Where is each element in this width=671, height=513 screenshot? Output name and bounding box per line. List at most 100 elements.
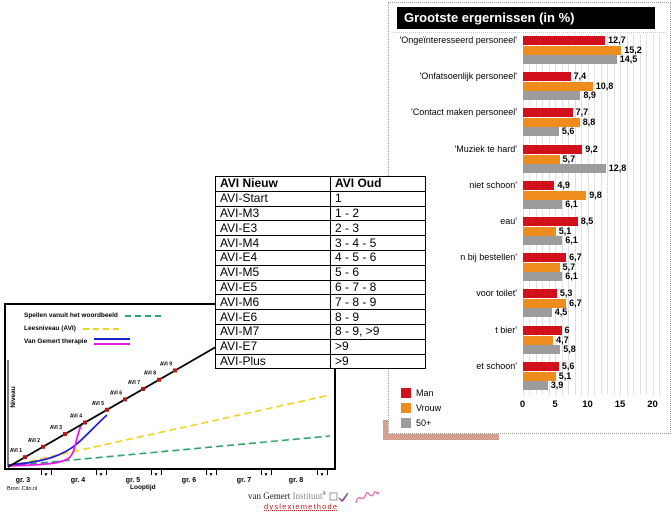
gridline bbox=[652, 34, 654, 395]
bar-50plus bbox=[522, 127, 559, 136]
table-cell: AVI-E7 bbox=[215, 338, 331, 355]
bar-value-label: 8,9 bbox=[583, 90, 596, 100]
table-cell: AVI-Plus bbox=[215, 353, 331, 370]
bar-value-label: 5,1 bbox=[558, 370, 572, 381]
legend-label: Man bbox=[416, 388, 434, 398]
table-header: AVI Nieuw AVI Oud bbox=[215, 176, 426, 192]
table-cell: AVI-M5 bbox=[215, 264, 331, 281]
x-axis-tick-label: 5 bbox=[552, 399, 558, 410]
bar-50plus bbox=[522, 345, 561, 354]
bar-man bbox=[522, 108, 573, 117]
bar-man bbox=[522, 289, 557, 298]
avi-marker-label: AVI 5 bbox=[92, 401, 104, 407]
avi-marker-label: AVI 8 bbox=[144, 371, 156, 377]
x-tick-label: gr. 3 bbox=[15, 477, 31, 484]
x-tick-label: gr. 5 bbox=[125, 477, 141, 484]
table-cell: 7 - 8 - 9 bbox=[330, 294, 426, 311]
axis-arrow-icon: ▼ bbox=[153, 472, 159, 478]
registered-mark: ® bbox=[322, 492, 327, 497]
table-row: AVI-E7 >9 bbox=[215, 338, 426, 355]
axis-arrow-icon: ▼ bbox=[319, 472, 325, 478]
legend-swatch bbox=[94, 338, 131, 345]
axis-tick bbox=[161, 470, 162, 475]
bar-value-label: 14,5 bbox=[619, 54, 638, 64]
avi-marker bbox=[23, 455, 27, 460]
axis-tick bbox=[261, 470, 262, 475]
axis-tick bbox=[41, 470, 42, 475]
bar-man bbox=[522, 36, 606, 45]
bar-value-label: 5,6 bbox=[561, 361, 575, 371]
table-cell: AVI-E4 bbox=[215, 249, 331, 266]
bar-man bbox=[522, 326, 562, 335]
gridline bbox=[568, 34, 569, 395]
avi-marker bbox=[105, 407, 109, 412]
legend-item: Leesniveau (AVI) bbox=[24, 325, 161, 332]
axis-tick bbox=[51, 470, 52, 475]
table-cell: 1 - 2 bbox=[330, 205, 426, 222]
gridline bbox=[626, 34, 628, 395]
bar-value-label: 5,7 bbox=[562, 153, 576, 164]
table-cell: 3 - 4 - 5 bbox=[330, 235, 426, 251]
gridline bbox=[620, 34, 621, 395]
avi-marker bbox=[173, 368, 177, 373]
x-axis-label: Looptijd bbox=[130, 484, 156, 491]
table-row: AVI-E3 2 - 3 bbox=[215, 220, 426, 237]
avi-marker-label: AVI 3 bbox=[50, 425, 62, 431]
x-tick-label: gr. 4 bbox=[70, 477, 86, 484]
table-cell: 8 - 9, >9 bbox=[330, 323, 426, 340]
table-cell: 1 bbox=[330, 190, 426, 207]
gridline bbox=[587, 34, 589, 395]
bar-value-label: 5,3 bbox=[559, 288, 573, 298]
bar-value-label: 6,1 bbox=[565, 199, 578, 209]
x-axis-tick-label: 15 bbox=[614, 399, 626, 410]
legend-label: Van Gemert therapie bbox=[24, 338, 88, 345]
table-cell: >9 bbox=[330, 353, 426, 370]
axis-tick bbox=[106, 470, 107, 475]
legend-label: Vrouw bbox=[416, 403, 442, 413]
table-cell: AVI-M4 bbox=[215, 235, 331, 251]
bar-vrouw bbox=[522, 117, 580, 127]
bar-value-label: 3,9 bbox=[550, 380, 564, 390]
bar-chart-title: Grootste ergernissen (in %) bbox=[397, 7, 655, 29]
category-label: et schoon' bbox=[476, 361, 517, 371]
bar-value-label: 4,9 bbox=[557, 180, 570, 190]
line-chart-x-axis: gr. 3 gr. 4 gr. 5 gr. 6 gr. 7 gr. 8 ▼ ▼ ▼ ▼ ▼ ▼ bbox=[4, 470, 344, 492]
bar-vrouw bbox=[522, 190, 587, 200]
bar-50plus bbox=[522, 308, 552, 317]
avi-marker bbox=[123, 397, 127, 402]
gridline bbox=[574, 34, 576, 395]
bar-50plus bbox=[522, 91, 581, 100]
legend-swatch bbox=[401, 388, 411, 398]
bar-man bbox=[522, 181, 555, 190]
table-row: AVI-E4 4 - 5 - 6 bbox=[215, 249, 426, 266]
avi-marker-label: AVI 7 bbox=[128, 380, 140, 386]
gridline bbox=[548, 34, 550, 395]
bar-man bbox=[522, 72, 571, 81]
gridline bbox=[639, 34, 641, 395]
x-tick-label: gr. 6 bbox=[181, 477, 197, 484]
bar-50plus bbox=[522, 236, 563, 245]
table-row: AVI-Plus >9 bbox=[215, 353, 426, 370]
table-cell: AVI-M3 bbox=[215, 205, 331, 222]
gridline bbox=[555, 34, 556, 395]
table-cell: >9 bbox=[330, 338, 426, 355]
axis-arrow-icon: ▼ bbox=[208, 472, 214, 478]
bar-value-label: 10,8 bbox=[595, 80, 614, 91]
avi-markers-group: AVI 1 AVI 2 AVI 3 AVI 4 AVI 5 AVI 6 AVI 7 AVI 8… bbox=[10, 361, 177, 460]
axis-tick bbox=[216, 470, 217, 475]
bar-vrouw bbox=[522, 45, 622, 55]
legend-label: Leesniveau (AVI) bbox=[24, 325, 76, 332]
avi-marker-label: AVI 1 bbox=[10, 448, 22, 454]
x-tick-label: gr. 7 bbox=[236, 477, 252, 484]
avi-marker bbox=[83, 420, 87, 425]
bar-value-label: 8,5 bbox=[580, 216, 594, 226]
table-row: AVI-M6 7 - 8 - 9 bbox=[215, 294, 426, 311]
axis-tick bbox=[327, 470, 328, 475]
source-note: Bron: Cito.nl bbox=[7, 486, 38, 492]
bar-value-label: 9,8 bbox=[589, 189, 602, 200]
gridline bbox=[529, 34, 530, 395]
category-label: 'Onfatsoenlijk personeel' bbox=[419, 71, 518, 81]
legend-swatch bbox=[401, 418, 411, 428]
bar-vrouw bbox=[522, 226, 556, 236]
